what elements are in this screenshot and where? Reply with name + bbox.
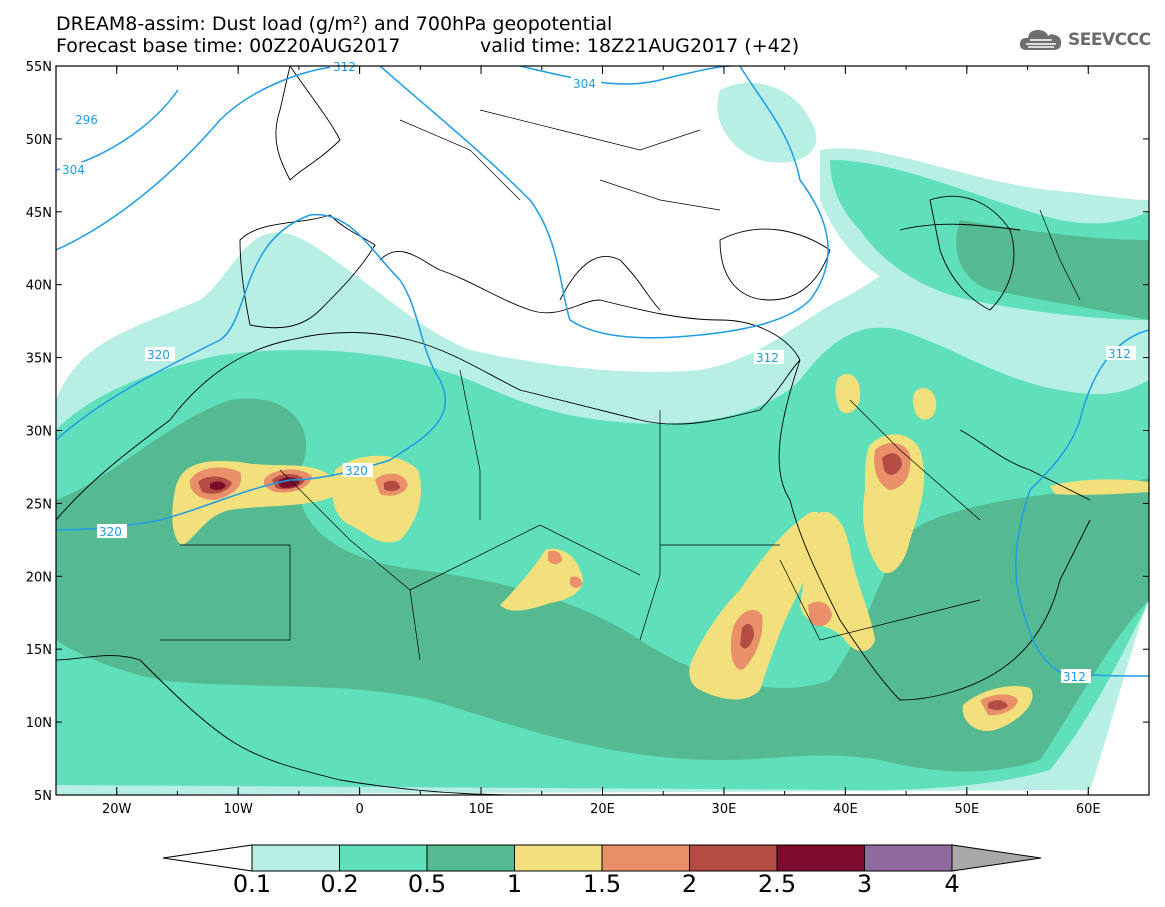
lon-label: 0	[355, 802, 363, 817]
dust-band-light-north	[717, 82, 817, 163]
contour-label-312-east: 312	[1108, 347, 1131, 361]
lon-label: 40E	[833, 802, 858, 817]
logo-text: SEEVCCC	[1068, 30, 1151, 50]
valid-time: valid time: 18Z21AUG2017 (+42)	[480, 35, 800, 57]
colorbar-label: 1.5	[582, 870, 622, 898]
lon-label: 50E	[954, 802, 979, 817]
lon-label: 60E	[1076, 802, 1101, 817]
contour-labels: 296 304 304 312 320 320 320 312 312 312	[60, 60, 1136, 684]
forecast-times: Forecast base time: 00Z20AUG2017 valid ti…	[56, 35, 799, 57]
lat-label: 25N	[26, 497, 52, 512]
contour-label-320-sahara: 320	[345, 464, 368, 478]
contour-label-320-atlantic: 320	[99, 525, 122, 539]
borders	[160, 109, 1081, 661]
contour-label-296: 296	[75, 113, 98, 127]
coastlines	[56, 66, 1091, 795]
lat-label: 15N	[26, 643, 52, 658]
contour-label-304-west: 304	[62, 163, 85, 177]
contour-label-304-north: 304	[573, 77, 596, 91]
lat-label: 35N	[26, 352, 52, 367]
colorbar-label: 1	[506, 870, 523, 898]
lat-label: 50N	[26, 133, 52, 148]
dust-shading	[56, 66, 1149, 795]
colorbar-label: 3	[856, 870, 873, 898]
colorbar-label: 4	[944, 870, 960, 898]
colorbar-label: 0.2	[320, 870, 359, 898]
lat-label: 5N	[34, 789, 52, 804]
contour-label-320-morocco: 320	[147, 348, 170, 362]
lat-label: 40N	[26, 279, 52, 294]
contour-label-312-med: 312	[756, 351, 779, 365]
map-title: DREAM8-assim: Dust load (g/m²) and 700hP…	[56, 13, 613, 35]
lat-label: 30N	[26, 425, 52, 440]
cloud-logo-icon	[1019, 30, 1062, 50]
colorbar-label: 0.5	[407, 870, 447, 898]
colorbar-label: 0.1	[232, 870, 272, 898]
base-time: Forecast base time: 00Z20AUG2017	[56, 35, 401, 57]
dust-band-dark-east	[956, 220, 1149, 320]
lon-label: 20W	[102, 802, 132, 817]
contour-label-312-top: 312	[333, 60, 356, 74]
lat-label: 10N	[26, 716, 52, 731]
lat-label: 45N	[26, 206, 52, 221]
axis-ticks: 55N 50N 45N 40N 35N 30N 25N 20N 15N 10N 5N 20W 10W 0 1…	[26, 60, 1150, 817]
dust-band-1-g	[835, 374, 861, 414]
lat-label: 55N	[26, 60, 52, 75]
lon-label: 10W	[223, 802, 253, 817]
dust-band-4	[210, 477, 300, 491]
colorbar-label: 2.5	[757, 870, 797, 898]
dust-band-1-c	[500, 548, 583, 611]
lon-label: 30E	[712, 802, 737, 817]
colorbar-label: 2	[681, 870, 698, 898]
dust-band-dark	[56, 398, 1149, 772]
seevccc-logo: SEEVCCC	[1018, 22, 1151, 58]
dust-band-1-h	[912, 387, 937, 420]
dust-band-1-d	[689, 511, 824, 700]
dust-band-1-j	[1050, 479, 1149, 495]
lat-label: 20N	[26, 570, 52, 585]
lon-label: 20E	[590, 802, 615, 817]
contour-label-312-south: 312	[1063, 670, 1086, 684]
dust-band-3	[198, 453, 1008, 711]
lon-label: 10E	[469, 802, 494, 817]
